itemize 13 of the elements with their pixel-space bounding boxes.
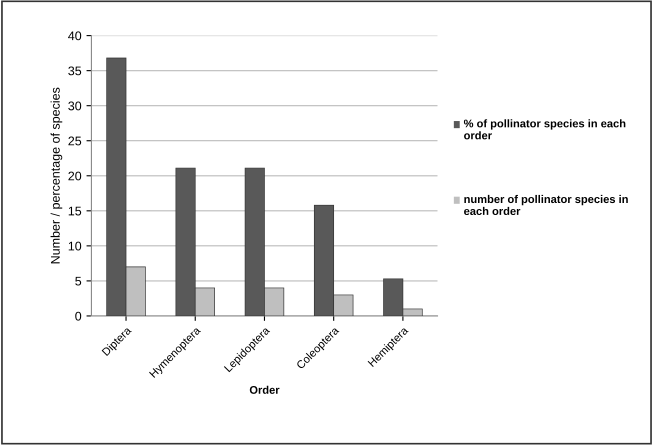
y-tick-label: 25 [68, 136, 82, 146]
y-tick-label: 10 [68, 242, 82, 251]
y-tick-label: 0 [75, 312, 82, 321]
y-tick-label: 30 [68, 101, 82, 110]
y-tick-label: 20 [68, 172, 82, 180]
y-axis-title: Number / percentage of species [50, 88, 62, 264]
y-tick-label: 40 [68, 31, 82, 40]
y-tick-label: 35 [68, 66, 82, 76]
legend-label: number of pollinator species in each order [464, 194, 628, 216]
y-tick-label: 15 [68, 206, 82, 216]
x-axis-title: Order [250, 386, 280, 394]
y-tick-label: 5 [75, 276, 82, 286]
legend-label: % of pollinator species in each order [464, 119, 626, 140]
